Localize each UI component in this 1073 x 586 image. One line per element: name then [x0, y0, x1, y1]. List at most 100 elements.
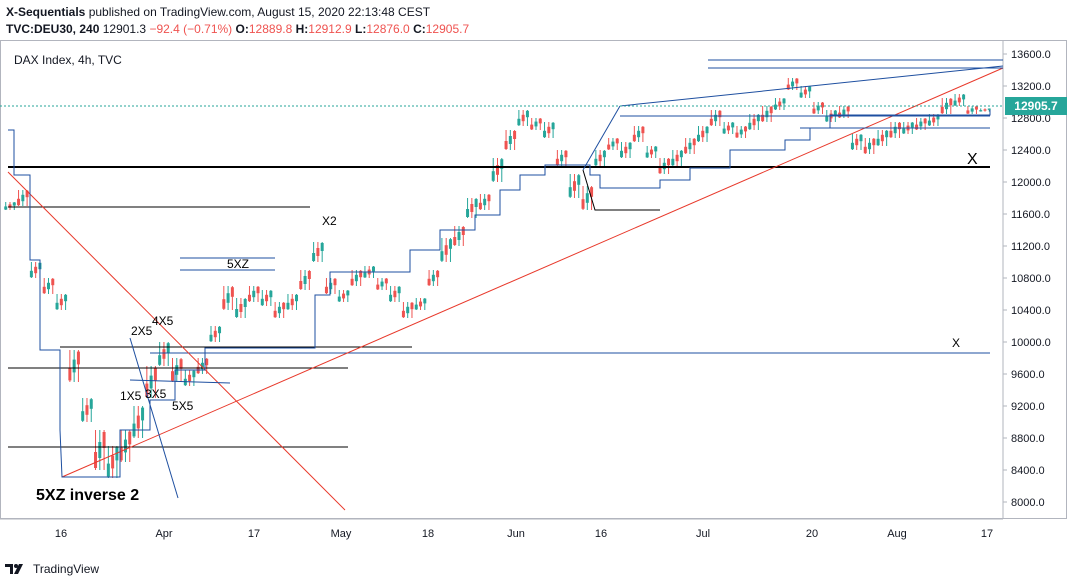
candle-body — [641, 126, 645, 134]
candle-body — [534, 121, 538, 127]
candle-body — [34, 266, 38, 274]
candle-body — [64, 294, 68, 302]
short-level — [129, 379, 231, 384]
candle-body — [611, 141, 615, 147]
candle-body — [945, 102, 949, 110]
candle-body — [303, 276, 307, 284]
candle-body — [470, 204, 474, 212]
candle-body — [222, 299, 226, 309]
candle-body — [705, 126, 709, 134]
candle-body — [919, 121, 923, 127]
candle-body — [209, 334, 213, 342]
candle-body — [371, 266, 375, 272]
candle-body — [149, 375, 153, 389]
candle-body — [654, 146, 658, 152]
candle-body — [457, 232, 461, 240]
candle-body — [688, 142, 692, 150]
high-value: 12912.9 — [308, 22, 352, 36]
symbol-info: TVC:DEU30, 240 12901.3 −92.4 (−0.71%) O:… — [6, 22, 469, 36]
candle-body — [252, 290, 256, 298]
close-value: 12905.7 — [425, 22, 470, 36]
candle-body — [923, 118, 927, 124]
candle-body — [192, 370, 196, 378]
candle-body — [572, 181, 576, 191]
candle-body — [915, 124, 919, 130]
candle-body — [949, 98, 953, 106]
candle-body — [25, 190, 29, 198]
candle-body — [179, 359, 183, 369]
candle-body — [581, 199, 585, 209]
candle-body — [769, 106, 773, 114]
high-label: H: — [295, 22, 309, 36]
tradingview-footer[interactable]: TradingView — [4, 559, 99, 579]
candle-body — [957, 97, 961, 103]
price-change: −92.4 (−0.71%) — [149, 22, 233, 36]
candle-body — [136, 415, 140, 429]
candle-body — [551, 122, 555, 130]
price-tick-label: 10800.0 — [1011, 273, 1051, 285]
candle-body — [496, 165, 499, 175]
time-tick-label: Jul — [696, 528, 710, 540]
candle-body — [98, 442, 102, 458]
time-axis[interactable]: 16 Apr 17 May 18 Jun 16 Jul 20 Aug 17 — [55, 528, 993, 540]
candle-body — [171, 371, 174, 381]
candle-body — [684, 146, 688, 154]
candle-body — [855, 138, 859, 146]
candle-body — [384, 278, 388, 284]
wedge-lower — [582, 169, 660, 211]
candle-body — [590, 187, 594, 197]
time-tick-label: 17 — [981, 528, 993, 540]
candle-body — [735, 132, 739, 138]
candle-body — [910, 122, 914, 128]
candle-body — [795, 78, 799, 84]
candle-body — [782, 98, 786, 104]
candle-body — [615, 138, 619, 144]
candle-body — [718, 110, 722, 118]
candle-body — [752, 118, 756, 126]
price-axis[interactable]: 13600.0 13200.0 12800.0 12400.0 12000.0 11600… — [1003, 49, 1051, 509]
candle-body — [744, 126, 748, 132]
candle-body — [786, 84, 790, 90]
candle-body — [474, 199, 478, 207]
candle-body — [269, 290, 273, 298]
candle-body — [350, 278, 354, 286]
candle-body — [419, 301, 423, 307]
annotation-2x5: 2X5 — [131, 324, 153, 338]
candle-body — [46, 282, 50, 290]
candle-body — [812, 108, 816, 114]
candle-body — [863, 146, 867, 154]
author-name[interactable]: X-Sequentials — [6, 5, 86, 19]
price-chart[interactable]: X2 5XZ 2X5 4X5 1X5 3X5 5X5 X X 5XZ inver… — [0, 40, 1073, 550]
candle-body — [414, 304, 418, 310]
chart-area[interactable]: X2 5XZ 2X5 4X5 1X5 3X5 5X5 X X 5XZ inver… — [0, 40, 1073, 550]
publish-info: X-Sequentials published on TradingView.c… — [6, 5, 430, 19]
candle-body — [671, 158, 675, 166]
candle-body — [679, 150, 683, 158]
candle-body — [239, 304, 243, 312]
candle-body — [76, 351, 80, 365]
time-tick-label: 17 — [248, 528, 260, 540]
candle-body — [675, 154, 679, 162]
candle-body — [504, 141, 508, 149]
time-tick-label: Apr — [155, 528, 172, 540]
chart-legend-title: DAX Index, 4h, TVC — [14, 53, 122, 67]
candle-body — [773, 104, 777, 110]
candle-body — [320, 243, 324, 251]
candle-body — [927, 120, 931, 126]
candle-body — [444, 245, 448, 255]
tradingview-logo-icon — [5, 564, 23, 574]
price-tick-label: 10000.0 — [1011, 337, 1051, 349]
price-badge — [1005, 97, 1067, 115]
price-tick-label: 13600.0 — [1011, 49, 1051, 61]
candle-body — [380, 281, 384, 287]
candle-body — [119, 447, 123, 461]
price-tick-label: 9200.0 — [1011, 401, 1045, 413]
candle-body — [598, 154, 602, 162]
low-value: 12876.0 — [366, 22, 410, 36]
candle-body — [628, 142, 632, 150]
tradingview-brand: TradingView — [33, 562, 100, 576]
candle-body — [974, 106, 978, 110]
candle-body — [868, 142, 872, 150]
candle-body — [324, 286, 328, 294]
candle-body — [902, 128, 906, 134]
